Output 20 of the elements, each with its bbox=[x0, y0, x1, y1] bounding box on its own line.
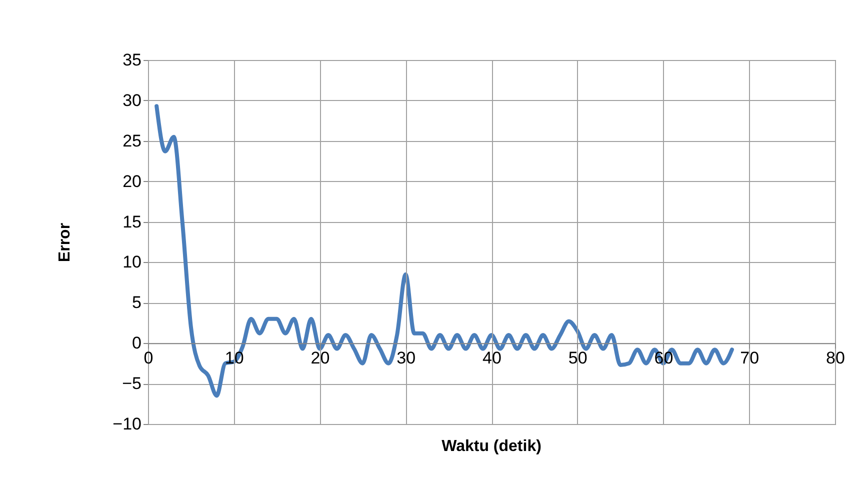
x-tick-label: 70 bbox=[740, 348, 760, 368]
x-tick-label: 30 bbox=[396, 348, 416, 368]
x-tick-label: 20 bbox=[310, 348, 330, 368]
y-axis-title: Error bbox=[56, 222, 74, 262]
y-tick-label: 15 bbox=[122, 212, 142, 232]
y-tick-label: 20 bbox=[122, 172, 142, 191]
y-tick-label: −10 bbox=[112, 414, 142, 434]
y-tick-label: 30 bbox=[122, 90, 142, 110]
y-tick-label: 5 bbox=[132, 293, 142, 312]
x-tick-label: 40 bbox=[482, 348, 502, 368]
x-tick-label: 60 bbox=[654, 348, 674, 368]
y-tick-label: 10 bbox=[122, 252, 142, 272]
y-tick-label: 25 bbox=[122, 131, 142, 150]
x-axis-title: Waktu (detik) bbox=[442, 438, 542, 455]
y-tick-label: 35 bbox=[122, 50, 142, 70]
x-tick-label: 80 bbox=[826, 348, 845, 368]
x-tick-label: 50 bbox=[568, 348, 588, 368]
y-tick-label: −5 bbox=[122, 374, 142, 394]
y-tick-label: 0 bbox=[132, 334, 142, 353]
line-series bbox=[154, 104, 734, 398]
